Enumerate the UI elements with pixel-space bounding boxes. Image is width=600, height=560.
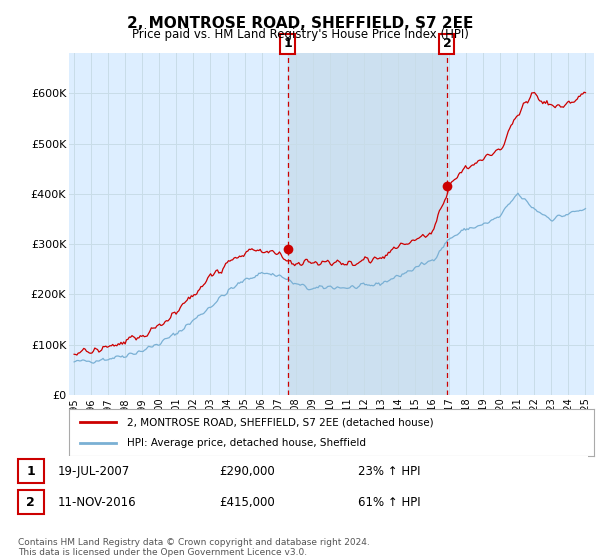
Text: 23% ↑ HPI: 23% ↑ HPI xyxy=(358,465,420,478)
Text: £290,000: £290,000 xyxy=(220,465,275,478)
Text: 2, MONTROSE ROAD, SHEFFIELD, S7 2EE: 2, MONTROSE ROAD, SHEFFIELD, S7 2EE xyxy=(127,16,473,31)
Text: 61% ↑ HPI: 61% ↑ HPI xyxy=(358,496,420,508)
Text: 1: 1 xyxy=(283,38,292,50)
Text: 2, MONTROSE ROAD, SHEFFIELD, S7 2EE (detached house): 2, MONTROSE ROAD, SHEFFIELD, S7 2EE (det… xyxy=(127,417,433,427)
Text: 1: 1 xyxy=(26,465,35,478)
Text: 11-NOV-2016: 11-NOV-2016 xyxy=(58,496,137,508)
Text: HPI: Average price, detached house, Sheffield: HPI: Average price, detached house, Shef… xyxy=(127,438,366,448)
Text: Contains HM Land Registry data © Crown copyright and database right 2024.
This d: Contains HM Land Registry data © Crown c… xyxy=(18,538,370,557)
Text: Price paid vs. HM Land Registry's House Price Index (HPI): Price paid vs. HM Land Registry's House … xyxy=(131,28,469,41)
Text: 19-JUL-2007: 19-JUL-2007 xyxy=(58,465,130,478)
FancyBboxPatch shape xyxy=(18,459,44,483)
Text: 2: 2 xyxy=(443,38,451,50)
Text: £415,000: £415,000 xyxy=(220,496,275,508)
Text: 2: 2 xyxy=(26,496,35,508)
FancyBboxPatch shape xyxy=(18,490,44,514)
Bar xyxy=(288,53,447,395)
